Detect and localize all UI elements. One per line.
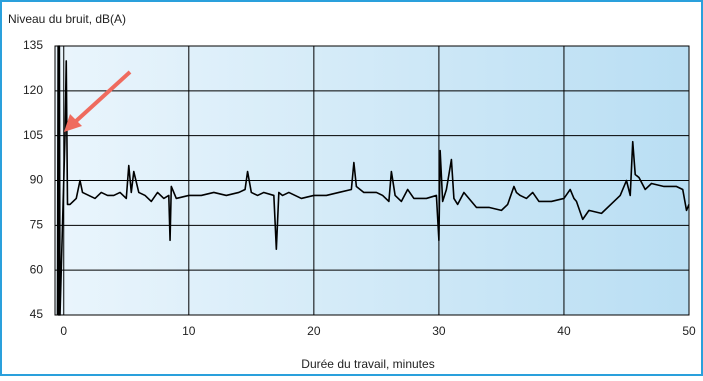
- x-axis-label: Durée du travail, minutes: [301, 357, 434, 371]
- x-tick-label: 30: [432, 324, 446, 338]
- data-line: [56, 45, 690, 316]
- y-tick-label: 105: [23, 128, 43, 142]
- y-tick-label: 75: [30, 218, 44, 232]
- y-tick-label: 135: [23, 38, 43, 52]
- x-tick-label: 40: [557, 324, 571, 338]
- x-tick-label: 0: [60, 324, 67, 338]
- y-tick-label: 45: [30, 307, 44, 321]
- y-axis-label: Niveau du bruit, dB(A): [8, 12, 126, 26]
- y-tick-label: 120: [23, 83, 43, 97]
- x-tick-label: 10: [182, 324, 196, 338]
- x-tick-label: 20: [307, 324, 321, 338]
- x-tick-label: 50: [682, 324, 696, 338]
- y-tick-label: 90: [30, 173, 44, 187]
- y-tick-label: 60: [30, 262, 44, 276]
- arrow: [64, 70, 132, 132]
